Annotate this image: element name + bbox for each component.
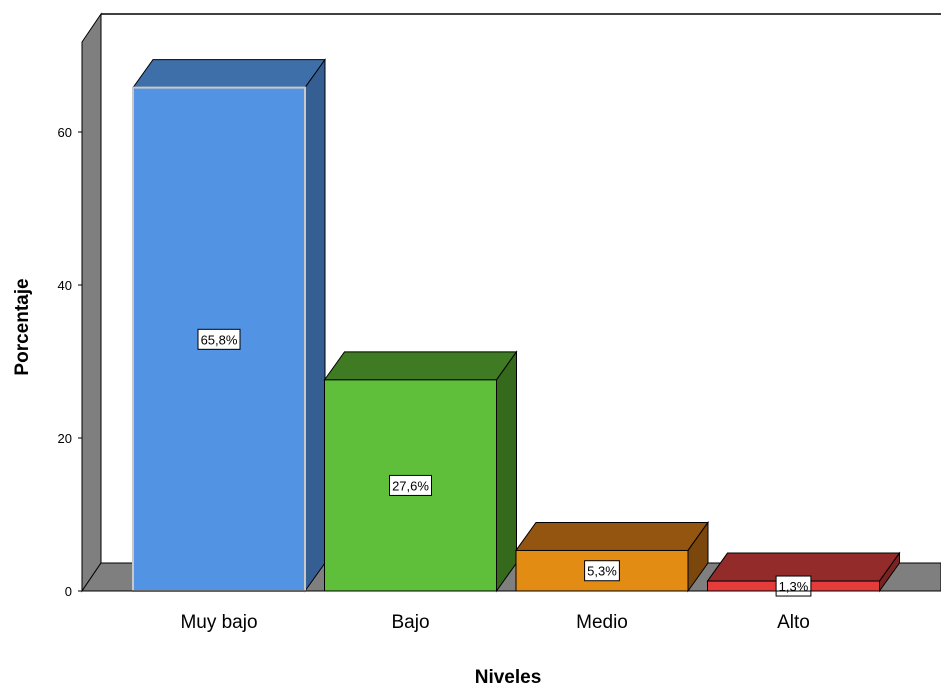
- y-tick-label: 60: [58, 125, 72, 140]
- x-axis-title: Niveles: [475, 667, 542, 688]
- y-axis-title: Porcentaje: [12, 278, 33, 375]
- y-tick-label: 0: [65, 584, 72, 599]
- value-label: 5,3%: [584, 560, 620, 582]
- value-label-text: 1,3%: [779, 579, 809, 594]
- value-label-text: 65,8%: [201, 332, 238, 347]
- bar-side-face: [304, 58, 326, 593]
- x-tick-label: Alto: [777, 612, 810, 633]
- y-tick-label: 20: [58, 431, 72, 446]
- x-tick-label: Bajo: [391, 612, 429, 633]
- value-label-text: 27,6%: [392, 478, 429, 493]
- value-label-box: [389, 474, 432, 496]
- bar-top-face: [515, 521, 709, 551]
- x-axis: Muy bajo Bajo Medio Alto: [82, 590, 941, 633]
- value-label-box: [197, 328, 241, 350]
- bar-top-face: [323, 351, 518, 381]
- bar-muy-bajo: [132, 58, 326, 593]
- bar-top-face: [132, 59, 326, 89]
- bars-group: [132, 58, 901, 593]
- x-tick-label: Muy bajo: [180, 612, 257, 633]
- x-tick-label: Medio: [576, 612, 628, 633]
- bar-side-face: [496, 350, 517, 593]
- value-label-text: 5,3%: [587, 564, 617, 579]
- value-labels-group: 65,8% 27,6% 5,3% 1,3%: [197, 328, 812, 597]
- y-axis: 0 20 40 60: [58, 55, 83, 599]
- left-wall: [81, 12, 102, 593]
- value-label: 27,6%: [389, 474, 432, 496]
- bar-bajo: [323, 350, 518, 593]
- value-label: 1,3%: [775, 575, 812, 597]
- value-label: 65,8%: [197, 328, 241, 350]
- value-label-box: [584, 560, 620, 582]
- y-tick-label: 40: [58, 278, 72, 293]
